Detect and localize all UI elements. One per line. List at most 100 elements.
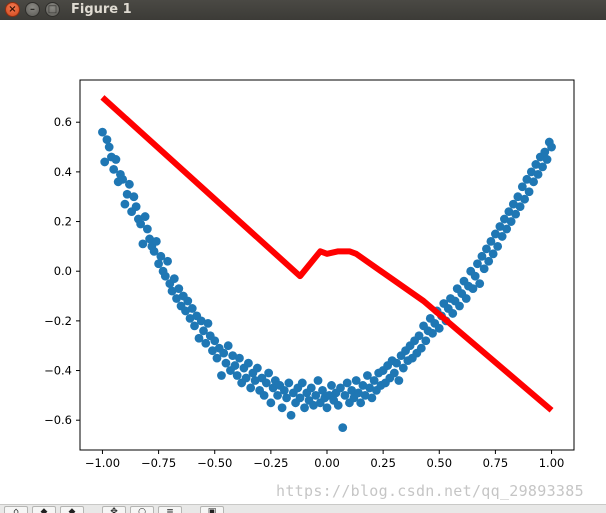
- scatter-point: [219, 348, 229, 358]
- scatter-point: [524, 187, 534, 197]
- scatter-point: [540, 147, 550, 157]
- scatter-point: [491, 229, 500, 239]
- x-tick-label: 0.50: [426, 456, 452, 470]
- scatter-point: [389, 368, 399, 378]
- pan-icon: ✥: [110, 507, 118, 513]
- maximize-icon[interactable]: □: [45, 2, 60, 17]
- scatter-point: [468, 284, 478, 293]
- scatter-point: [266, 398, 276, 408]
- save-icon: ▣: [207, 507, 217, 513]
- scatter-point: [351, 376, 361, 385]
- close-icon[interactable]: ×: [5, 2, 20, 17]
- scatter-point: [369, 376, 379, 385]
- axes: −1.00 −0.75 −0.50 −0.25 0.00 0.25 0.50 0.75 1.00…: [44, 79, 575, 470]
- back-button[interactable]: ◆: [32, 506, 56, 513]
- scatter-point: [538, 162, 547, 172]
- scatter-point: [286, 410, 296, 420]
- scatter-point: [342, 378, 352, 388]
- scatter-point: [235, 353, 244, 363]
- scatter-point: [109, 165, 119, 174]
- scatter-point: [336, 383, 345, 393]
- scatter-point: [273, 390, 282, 400]
- forward-button[interactable]: ◆: [60, 506, 84, 513]
- scatter-point: [118, 174, 128, 184]
- scatter-point: [475, 279, 485, 289]
- save-button[interactable]: ▣: [200, 506, 224, 513]
- scatter-point: [497, 232, 507, 241]
- scatter-point: [98, 127, 107, 137]
- scatter-point: [124, 179, 134, 189]
- scatter-point: [547, 142, 556, 152]
- scatter-point: [297, 378, 307, 388]
- scatter-point: [136, 219, 146, 229]
- scatter-point: [185, 313, 195, 323]
- home-button[interactable]: ⌂: [4, 506, 28, 513]
- x-tick-label: 1.00: [539, 456, 565, 470]
- scatter-point: [102, 135, 112, 144]
- scatter-point: [223, 341, 233, 351]
- figure-canvas[interactable]: −1.00 −0.75 −0.50 −0.25 0.00 0.25 0.50 0.75 1.00…: [0, 20, 606, 504]
- scatter-point: [194, 333, 204, 343]
- scatter-point: [279, 386, 289, 395]
- pan-button[interactable]: ✥: [102, 506, 126, 513]
- scatter-point: [363, 371, 372, 380]
- scatter-point: [142, 224, 152, 234]
- scatter-point: [428, 328, 437, 338]
- scatter-point: [241, 373, 251, 383]
- scatter-point: [522, 174, 532, 184]
- scatter-point: [392, 358, 402, 368]
- scatter-point: [421, 336, 431, 346]
- scatter-point: [104, 142, 114, 152]
- y-tick-label: 0.6: [54, 115, 72, 129]
- scatter-point: [318, 386, 327, 395]
- scatter-point: [322, 403, 332, 413]
- scatter-point: [232, 371, 242, 380]
- scatter-point: [169, 274, 179, 284]
- y-tick-label: 0.4: [54, 165, 72, 179]
- scatter-point: [300, 403, 309, 413]
- scatter-point: [163, 256, 172, 266]
- scatter-point: [526, 167, 536, 177]
- y-tick-label: −0.4: [44, 364, 72, 378]
- zoom-button[interactable]: ○: [130, 506, 154, 513]
- scatter-point: [484, 256, 494, 266]
- minimize-icon[interactable]: –: [25, 2, 40, 17]
- scatter-point: [365, 383, 375, 393]
- window-title: Figure 1: [71, 2, 132, 17]
- scatter-point: [196, 316, 206, 326]
- back-arrow-icon: ◆: [40, 507, 48, 513]
- scatter-point: [520, 194, 529, 204]
- scatter-point: [100, 157, 110, 167]
- scatter-point: [448, 309, 458, 318]
- x-tick-label: −1.00: [85, 456, 120, 470]
- scatter-point: [261, 378, 271, 388]
- y-tick-label: −0.2: [44, 314, 72, 328]
- scatter-point: [414, 331, 424, 341]
- scatter-point: [210, 336, 220, 346]
- scatter-point: [221, 358, 231, 368]
- scatter-point: [167, 286, 177, 296]
- scatter-point: [499, 214, 509, 224]
- scatter-point: [244, 358, 253, 368]
- scatter-point: [511, 209, 521, 219]
- forward-arrow-icon: ◆: [68, 507, 76, 513]
- scatter-point: [506, 217, 516, 226]
- scatter-point: [394, 376, 404, 385]
- scatter-point: [277, 403, 287, 413]
- scatter-point: [504, 207, 514, 217]
- title-bar: × – □ Figure 1: [0, 0, 606, 20]
- scatter-point: [172, 294, 181, 303]
- scatter-point: [517, 182, 527, 192]
- scatter-point: [533, 169, 543, 179]
- scatter-point: [515, 202, 525, 212]
- y-tick-label: −0.6: [44, 413, 72, 427]
- scatter-point: [187, 304, 197, 313]
- scatter-point: [416, 343, 426, 353]
- x-tick-label: 0.25: [370, 456, 396, 470]
- scatter-point: [183, 296, 193, 306]
- scatter-point: [181, 306, 190, 316]
- scatter-point: [246, 383, 256, 393]
- configure-button[interactable]: ≡: [158, 506, 182, 513]
- plot-svg: −1.00 −0.75 −0.50 −0.25 0.00 0.25 0.50 0.75 1.00…: [0, 20, 606, 504]
- scatter-point: [493, 241, 503, 251]
